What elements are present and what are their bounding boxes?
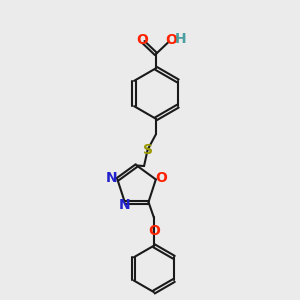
Text: N: N [106,171,118,185]
Text: O: O [136,33,148,47]
Text: N: N [118,198,130,212]
Text: O: O [155,171,167,185]
Text: O: O [148,224,160,238]
Text: O: O [165,33,177,47]
Text: H: H [175,32,186,46]
Text: S: S [142,143,153,157]
